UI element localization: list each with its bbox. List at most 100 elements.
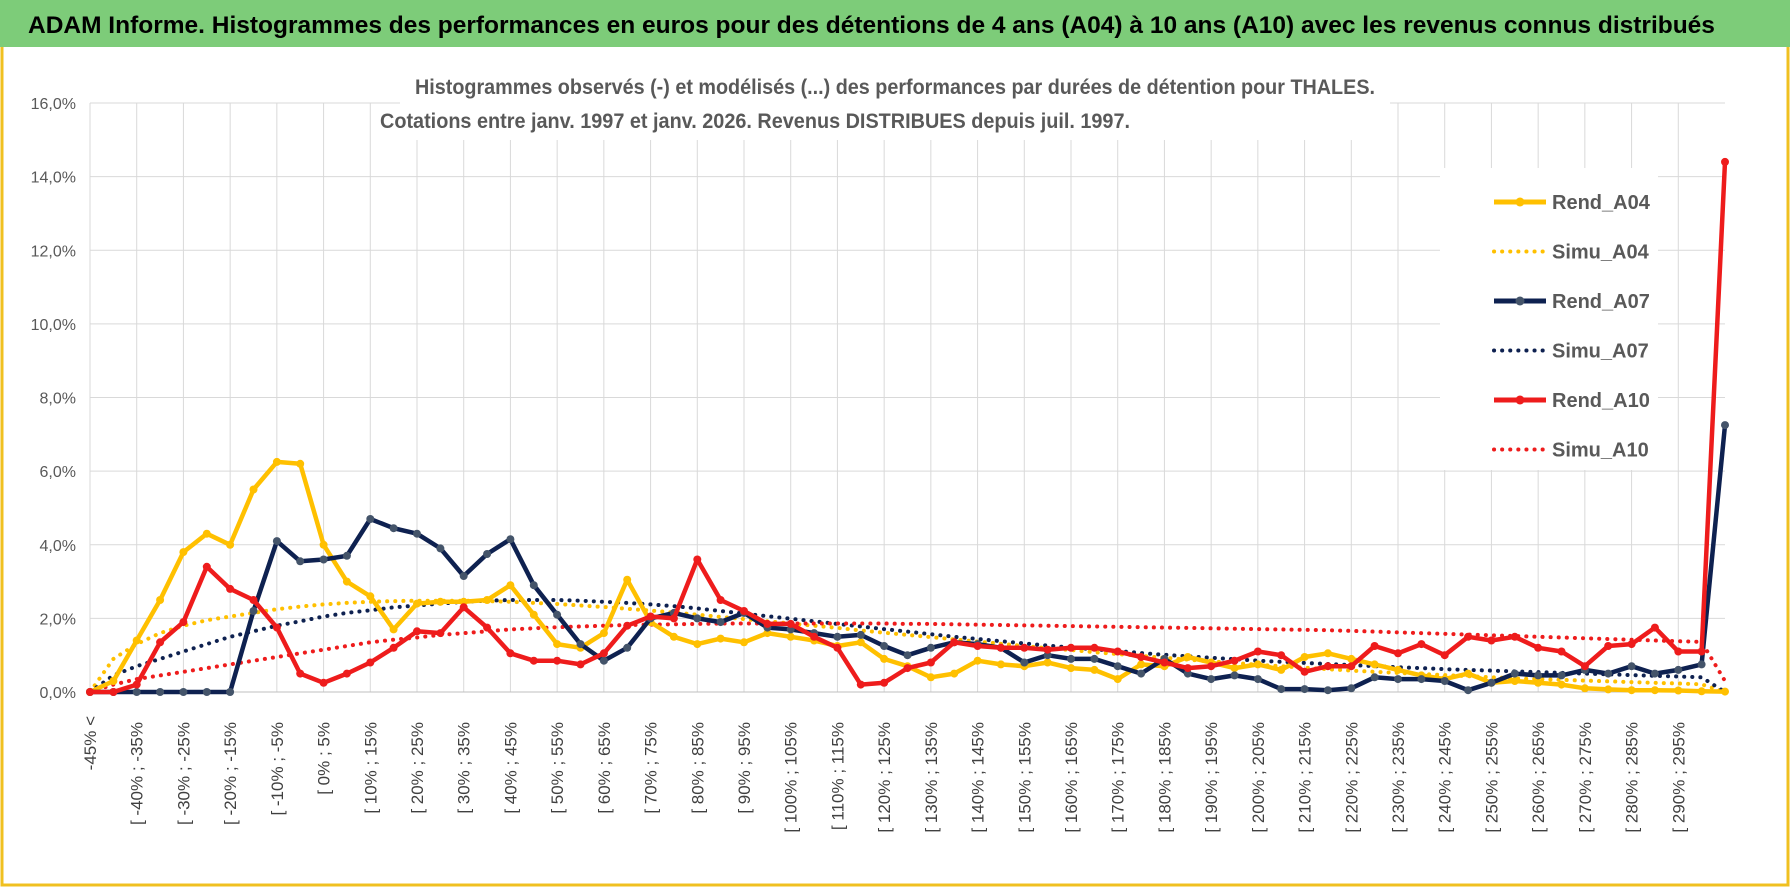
data-point xyxy=(296,669,305,678)
data-point xyxy=(786,632,795,641)
x-tick-label: [ 140% ; 145% xyxy=(969,722,988,833)
series xyxy=(86,157,1729,696)
x-tick-label: [ 190% ; 195% xyxy=(1202,722,1221,833)
data-point xyxy=(1277,651,1286,660)
data-point xyxy=(553,656,562,665)
x-tick-label: [ 280% ; 285% xyxy=(1623,722,1642,833)
data-point xyxy=(109,688,118,696)
x-axis: -45% < [ -40% ; -35% [ -30% ; -25% [ -20% ;… xyxy=(81,691,1725,833)
data-point xyxy=(156,596,165,604)
x-tick-label: [ 200% ; 205% xyxy=(1249,722,1268,833)
data-point xyxy=(1300,667,1309,676)
data-point xyxy=(1113,675,1122,684)
data-point xyxy=(1370,660,1379,669)
data-point xyxy=(1510,632,1519,641)
data-point xyxy=(529,581,538,590)
data-point xyxy=(973,642,982,650)
x-tick-label: [ 10% ; 15% xyxy=(361,722,380,814)
data-point xyxy=(1043,651,1052,660)
data-point xyxy=(272,623,281,632)
y-tick-label: 0,0% xyxy=(40,685,76,702)
data-point xyxy=(202,688,211,696)
data-point xyxy=(1417,675,1426,684)
data-point xyxy=(1137,660,1146,669)
data-point xyxy=(1417,640,1426,649)
data-point xyxy=(1207,675,1216,684)
y-axis: 0,0% 2,0% 4,0% 6,0% 8,0% 10,0% 12,0% 14,0% 16,0% xyxy=(31,96,76,702)
data-point xyxy=(950,669,959,678)
data-point xyxy=(1674,686,1683,695)
data-point xyxy=(1394,649,1402,658)
data-point xyxy=(740,638,748,647)
data-point xyxy=(926,673,935,682)
data-point xyxy=(856,638,865,647)
data-point xyxy=(202,529,211,538)
data-point xyxy=(1137,653,1146,661)
data-point xyxy=(623,643,632,652)
legend-background xyxy=(1440,168,1658,470)
chart-title: Histogrammes observés (-) et modélisés (… xyxy=(415,75,1375,99)
data-point xyxy=(1067,664,1075,673)
data-point xyxy=(413,627,421,636)
x-tick-label: [ 180% ; 185% xyxy=(1155,722,1174,833)
data-point xyxy=(366,592,375,601)
data-point xyxy=(226,688,235,696)
data-point xyxy=(1230,656,1239,665)
y-tick-label: 4,0% xyxy=(40,538,76,555)
data-point xyxy=(1183,653,1192,661)
y-tick-label: 6,0% xyxy=(40,464,76,481)
data-point xyxy=(1440,677,1449,685)
data-point xyxy=(1534,643,1543,652)
data-point xyxy=(1557,671,1566,680)
legend-label: Simu_A10 xyxy=(1552,440,1649,462)
data-point xyxy=(296,557,305,566)
data-point xyxy=(179,688,188,696)
legend-label: Simu_A07 xyxy=(1552,341,1649,363)
data-point xyxy=(599,629,608,638)
data-point xyxy=(880,654,889,663)
data-point xyxy=(506,535,515,544)
data-point xyxy=(599,649,608,658)
data-point xyxy=(1674,665,1683,674)
legend-label: Rend_A04 xyxy=(1552,192,1651,214)
data-point xyxy=(132,680,141,689)
data-point xyxy=(529,656,538,665)
legend-label: Rend_A10 xyxy=(1552,390,1650,412)
data-point xyxy=(833,632,842,641)
banner xyxy=(0,0,1790,47)
data-point xyxy=(1323,649,1332,658)
data-point xyxy=(506,581,515,590)
data-point xyxy=(1043,645,1052,654)
data-point xyxy=(1347,684,1356,693)
data-point xyxy=(1090,665,1099,674)
data-point xyxy=(436,597,445,606)
data-point xyxy=(249,607,258,615)
x-tick-label: [ 150% ; 155% xyxy=(1015,722,1034,833)
data-point xyxy=(272,537,281,546)
x-tick-label: -45% < xyxy=(81,716,100,770)
data-point xyxy=(740,607,748,615)
data-point xyxy=(903,651,912,660)
data-point xyxy=(1650,669,1659,678)
data-point xyxy=(1323,662,1332,671)
legend-label: Simu_A04 xyxy=(1552,242,1650,264)
data-point xyxy=(506,649,515,658)
data-point xyxy=(1627,662,1636,671)
data-point xyxy=(716,596,725,604)
data-point xyxy=(669,632,678,641)
data-point xyxy=(1487,636,1496,645)
data-point xyxy=(1020,658,1029,667)
data-point xyxy=(132,636,141,645)
x-tick-label: [ 160% ; 165% xyxy=(1062,722,1081,833)
data-point xyxy=(1557,647,1566,656)
data-point xyxy=(1230,664,1239,673)
data-point xyxy=(1604,642,1613,650)
x-tick-label: [ 230% ; 235% xyxy=(1389,722,1408,833)
y-tick-label: 16,0% xyxy=(31,96,76,113)
data-point xyxy=(576,640,585,649)
data-point xyxy=(1370,642,1379,650)
x-tick-label: [ 100% ; 105% xyxy=(782,722,801,833)
data-point xyxy=(1160,658,1169,667)
